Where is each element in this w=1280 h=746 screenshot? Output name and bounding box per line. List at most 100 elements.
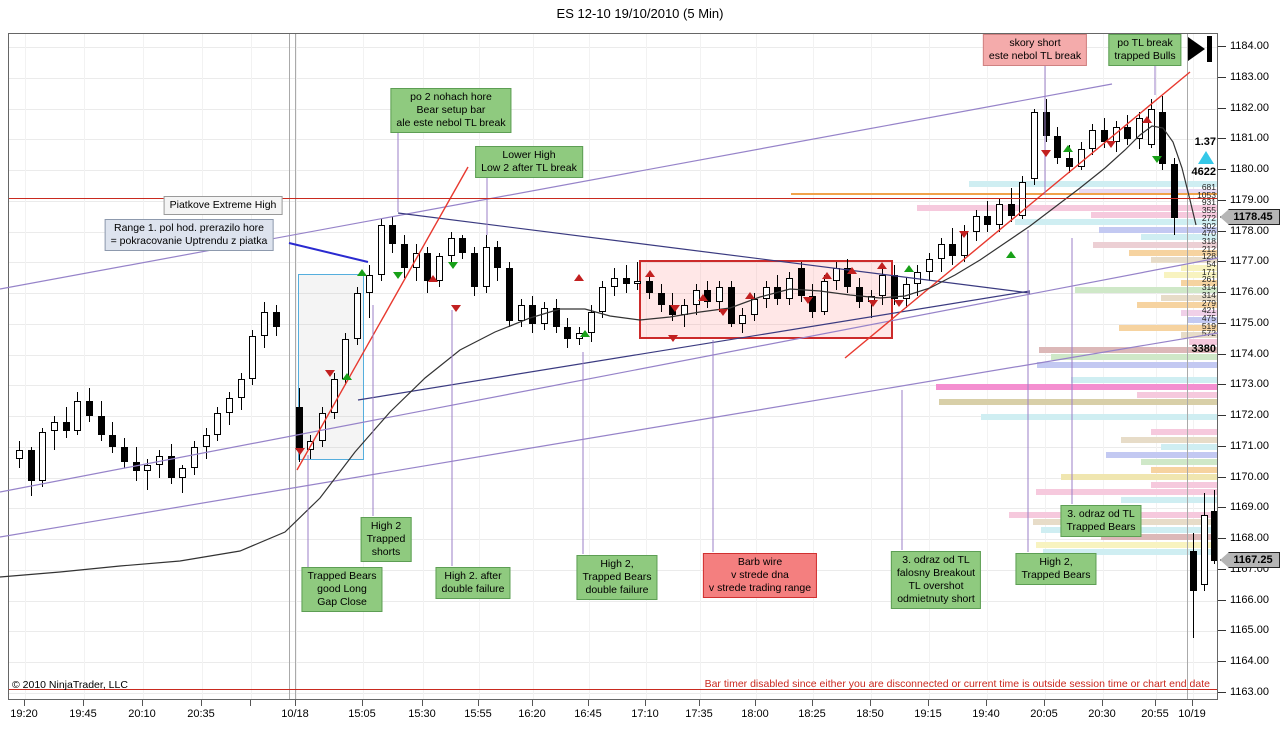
volume-ladder-value: 212	[1201, 243, 1216, 254]
candle-body	[319, 413, 326, 441]
candle-body	[86, 400, 93, 417]
candle-body	[1124, 126, 1131, 140]
annotation-text: odmietnuty short	[897, 593, 975, 605]
time-axis-tick	[870, 700, 871, 706]
price-axis-tick	[1218, 230, 1226, 232]
annotation-box[interactable]: 3. odraz od TL falosny Breakout TL oversho…	[890, 551, 982, 609]
annotation-box[interactable]: Piatkove Extreme High	[163, 196, 283, 215]
annotation-text: trapped Bulls	[1114, 50, 1176, 62]
time-gridline	[143, 34, 144, 699]
green-up-triangle-marker	[904, 265, 914, 272]
time-axis-tick	[142, 700, 143, 706]
volume-ladder-value: 272	[1201, 212, 1216, 223]
volume-profile-band	[1099, 227, 1217, 233]
candle-body	[133, 462, 140, 472]
candle-body	[1031, 111, 1038, 180]
time-axis-tick	[201, 700, 202, 706]
price-axis[interactable]: 1184.00 1183.00 1182.00 1181.00 1180.00 1179.…	[1218, 33, 1280, 713]
price-axis-label: 1171.00	[1230, 439, 1269, 452]
candle-body	[1019, 182, 1026, 217]
annotation-box[interactable]: High 2, Trapped Bears double failure	[576, 555, 658, 600]
candle-body	[751, 299, 758, 315]
candle-body	[249, 336, 256, 380]
time-axis-label: 18:00	[741, 708, 769, 720]
red-down-triangle-marker	[451, 305, 461, 312]
candle-body	[541, 308, 548, 324]
candle-body	[903, 283, 910, 300]
volume-profile-band	[1151, 482, 1217, 488]
annotation-text: High 2	[370, 520, 402, 532]
time-gridline	[987, 34, 988, 699]
time-gridline	[533, 34, 534, 699]
volume-up-stat: 4622	[1191, 166, 1216, 178]
time-gridline	[479, 34, 480, 699]
price-axis-label: 1180.00	[1230, 163, 1269, 176]
time-axis[interactable]: 19:20 19:45 20:10 20:35 10/18 15:05 15:30 15:55…	[0, 700, 1280, 730]
candle-body	[564, 326, 571, 340]
jump-to-end-button[interactable]	[1188, 36, 1216, 62]
price-axis-label: 1184.00	[1230, 40, 1269, 52]
annotation-text: v strede trading range	[708, 582, 812, 594]
volume-profile-band	[1091, 212, 1217, 218]
time-gridline	[700, 34, 701, 699]
time-axis-tick	[362, 700, 363, 706]
annotation-box[interactable]: Lower High Low 2 after TL break	[475, 146, 583, 178]
time-axis-label: 15:05	[348, 708, 376, 720]
annotation-text: double failure	[441, 583, 505, 595]
annotation-box[interactable]: High 2, Trapped Bears	[1015, 553, 1097, 585]
annotation-box[interactable]: po TL break trapped Bulls	[1108, 34, 1182, 66]
candle-wick	[54, 416, 55, 450]
candle-body	[891, 274, 898, 300]
candle-body	[599, 286, 606, 312]
volume-profile-band	[1106, 452, 1217, 458]
annotation-box[interactable]: skory short este nebol TL break	[982, 34, 1088, 66]
time-axis-tick	[986, 700, 987, 706]
green-up-triangle-marker	[1006, 251, 1016, 258]
annotation-text: ale este nebol TL break	[396, 117, 506, 129]
time-gridline	[296, 34, 297, 699]
chart-plot-area[interactable]: po 2 nohach hore Bear setup bar ale este n…	[8, 33, 1218, 700]
annotation-box[interactable]: High 2 Trapped shorts	[360, 517, 412, 562]
price-axis-tick	[1218, 445, 1226, 447]
chart-title: ES 12-10 19/10/2010 (5 Min)	[556, 6, 724, 21]
annotation-box[interactable]: High 2. after double failure	[435, 567, 511, 599]
time-axis-label: 19:15	[914, 708, 942, 720]
time-axis-label: 19:45	[69, 708, 97, 720]
annotation-box[interactable]: po 2 nohach hore Bear setup bar ale este n…	[390, 88, 512, 133]
session-break-line	[295, 34, 296, 699]
time-axis-tick	[699, 700, 700, 706]
volume-ladder-value: 572	[1201, 328, 1216, 339]
price-axis-label: 1172.00	[1230, 409, 1269, 422]
annotation-box[interactable]: 3. odraz od TL Trapped Bears	[1060, 505, 1142, 537]
copyright-text: © 2010 NinjaTrader, LLC	[12, 679, 128, 691]
time-gridline	[871, 34, 872, 699]
price-axis-tick	[1218, 415, 1226, 417]
time-axis-tick	[532, 700, 533, 706]
candle-body	[109, 434, 116, 447]
annotation-box[interactable]: Barb wire v strede dna v strede trading ra…	[702, 553, 818, 598]
annotation-text: Trapped Bears	[582, 571, 652, 583]
time-gridline	[25, 34, 26, 699]
orange-horizontal-line	[791, 193, 1217, 195]
candle-body	[494, 246, 501, 269]
annotation-box[interactable]: Trapped Bears good Long Gap Close	[301, 567, 383, 612]
price-gridline	[9, 631, 1217, 633]
annotation-box[interactable]: Range 1. pol hod. prerazilo hore = pokrac…	[104, 219, 274, 251]
candle-body	[156, 456, 163, 466]
candle-body	[179, 468, 186, 478]
play-triangle-icon	[1188, 37, 1205, 61]
play-bar-icon	[1207, 36, 1212, 62]
candle-body	[459, 237, 466, 254]
candle-body	[1078, 148, 1085, 167]
candle-body	[1089, 130, 1096, 149]
annotation-text: High 2. after	[444, 570, 502, 582]
candle-body	[448, 237, 455, 257]
candle-body	[1171, 163, 1178, 218]
annotation-text: good Long	[317, 583, 367, 595]
annotation-text: High 2,	[1039, 556, 1073, 568]
candle-body	[1211, 511, 1217, 561]
volume-profile-band	[1037, 362, 1217, 368]
volume-ladder-value: 681	[1201, 182, 1216, 192]
volume-ladder-value: 931	[1201, 197, 1216, 208]
